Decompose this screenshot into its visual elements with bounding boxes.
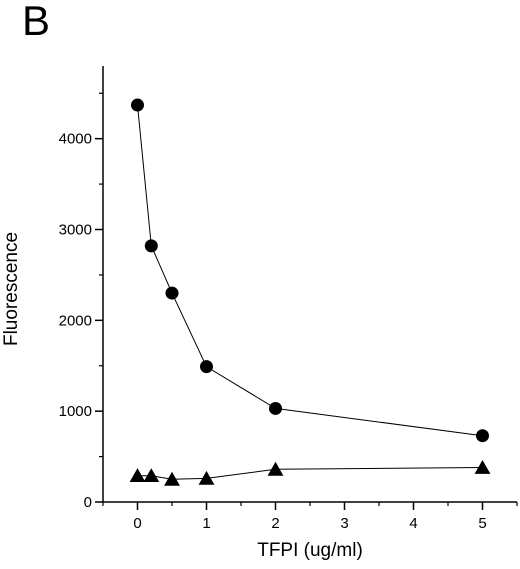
data-point-triangle <box>164 471 180 486</box>
y-tick-label: 2000 <box>59 312 92 329</box>
data-point-circle <box>200 360 213 374</box>
x-tick-label: 1 <box>202 515 210 532</box>
series-1 <box>131 98 489 443</box>
y-tick-label: 1000 <box>59 403 92 420</box>
panel-letter: B <box>22 0 51 44</box>
y-ticks: 0 1000 2000 3000 4000 <box>59 92 103 511</box>
x-tick-label: 4 <box>409 515 417 532</box>
data-point-triangle <box>267 461 284 476</box>
data-point-circle <box>131 98 144 112</box>
y-tick-label: 3000 <box>59 222 92 239</box>
data-point-circle <box>269 401 282 415</box>
data-point-triangle <box>198 470 215 485</box>
data-point-circle <box>476 429 489 443</box>
x-tick-label: 5 <box>478 515 486 532</box>
x-ticks: 0 1 2 3 4 5 <box>102 502 518 532</box>
y-axis-title: Fluorescence <box>1 232 22 346</box>
data-point-triangle <box>474 460 491 474</box>
x-tick-label: 2 <box>271 515 279 532</box>
y-tick-label: 0 <box>84 494 92 511</box>
data-point-circle <box>144 239 158 253</box>
series-2 <box>129 460 491 486</box>
data-point-circle <box>165 286 179 300</box>
data-point-triangle <box>129 468 146 482</box>
axes <box>102 66 517 503</box>
y-tick-label: 4000 <box>59 131 92 148</box>
x-tick-label: 3 <box>340 515 348 532</box>
x-tick-label: 0 <box>133 515 141 532</box>
data-point-triangle <box>143 468 160 482</box>
series-1-line <box>137 105 483 437</box>
series-layer <box>129 98 491 486</box>
series-2-line <box>137 467 483 480</box>
x-axis-title: TFPI (ug/ml) <box>257 540 363 561</box>
